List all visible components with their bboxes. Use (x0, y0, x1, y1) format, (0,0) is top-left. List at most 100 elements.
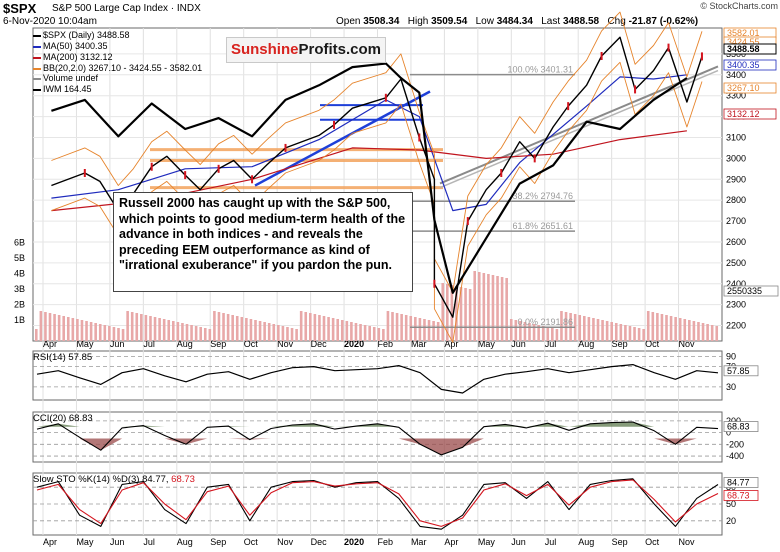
price-candle (251, 175, 254, 184)
x-tick-label: Jun (511, 537, 526, 547)
volume-bar (528, 323, 531, 341)
volume-bar (368, 326, 371, 341)
volume-bar (491, 275, 495, 341)
volume-bar (633, 327, 636, 341)
x-tick-label: May (76, 339, 94, 349)
y-tick-label: 2600 (726, 237, 746, 247)
x-tick-label: Aug (578, 339, 594, 349)
volume-bar (290, 328, 294, 341)
volume-bar (162, 319, 166, 341)
price-candle (567, 102, 570, 111)
volume-bar (514, 320, 518, 341)
volume-bar (172, 321, 175, 341)
volume-bar (573, 314, 577, 341)
volume-bar (327, 317, 330, 341)
volume-bar (697, 322, 700, 341)
x-tick-label: Apr (444, 339, 458, 349)
volume-bar (614, 323, 618, 341)
volume-bar (199, 327, 202, 341)
volume-bar (487, 274, 490, 341)
legend-spx: $SPX (Daily) 3488.58 (33, 30, 130, 40)
volume-bar (354, 323, 358, 341)
legend-ma50: MA(50) 3400.35 (33, 41, 108, 51)
cci-positive-area (37, 422, 718, 433)
volume-bar (464, 288, 467, 341)
price-candle (384, 93, 387, 102)
volume-bar (295, 329, 298, 341)
cci-last-label: 68.83 (727, 422, 750, 432)
volume-bar (646, 311, 650, 341)
x-tick-label: 2020 (344, 339, 364, 349)
volume-bar (331, 318, 335, 341)
x-tick-label: Jul (143, 537, 155, 547)
volume-bar (678, 318, 682, 341)
sto-d-line (36, 479, 719, 527)
volume-bar (386, 311, 390, 341)
ma50-line (51, 74, 687, 212)
x-tick-label: Jul (545, 339, 557, 349)
legend-volume: Volume undef (33, 73, 98, 83)
fib-level-label: 38.2% 2794.76 (512, 191, 573, 201)
volume-bar (158, 318, 161, 341)
volume-bar (66, 317, 70, 341)
volume-axis-label: 3B (14, 284, 25, 294)
volume-bar (318, 315, 321, 341)
x-tick-label: May (76, 537, 94, 547)
iwm-line (51, 62, 688, 294)
price-candle (184, 171, 187, 180)
volume-bar (427, 320, 431, 341)
rsi-last-box (723, 365, 759, 377)
x-tick-label: Jul (545, 537, 557, 547)
volume-bar (140, 314, 143, 341)
volume-bar (624, 325, 627, 341)
volume-bar (363, 325, 367, 341)
volume-bar (121, 329, 125, 341)
x-tick-label: Sep (612, 537, 628, 547)
volume-bar (706, 324, 709, 341)
volume-bar (117, 328, 120, 341)
volume-bar (71, 318, 75, 341)
trendline-gray (439, 69, 719, 189)
sto-k-last-label: 84.77 (727, 478, 750, 488)
volume-bar (715, 326, 719, 341)
osc-tick-label: 200 (726, 416, 741, 426)
sto-k-box (723, 477, 759, 488)
volume-bar (560, 311, 563, 341)
x-tick-label: Nov (679, 339, 696, 349)
x-tick-label: Jun (110, 339, 125, 349)
osc-tick-label: 90 (726, 352, 736, 362)
volume-bar (404, 315, 408, 341)
x-tick-label: Dec (311, 537, 328, 547)
volume-bar (153, 317, 157, 341)
price-candle (284, 143, 287, 152)
volume-bar (459, 287, 463, 341)
x-tick-label: May (478, 339, 496, 349)
y-tick-label: 2200 (726, 321, 746, 331)
cci-line (36, 421, 719, 456)
volume-label-box (723, 285, 779, 297)
volume-bar (94, 323, 97, 341)
volume-bar (57, 315, 61, 341)
volume-bar (144, 315, 148, 341)
volume-bar (688, 320, 691, 341)
x-tick-label: Sep (612, 339, 628, 349)
price-candle (433, 279, 436, 288)
x-tick-label: Dec (311, 339, 328, 349)
volume-bar (39, 311, 43, 341)
price-label: 3132.12 (727, 109, 760, 119)
volume-bar (267, 323, 271, 341)
volume-bar (181, 323, 184, 341)
volume-bar (692, 321, 696, 341)
volume-bar (701, 323, 705, 341)
sunshine-profits-logo: SunshineProfits.com (226, 37, 386, 63)
volume-bar (505, 278, 508, 341)
volume-bar (76, 319, 79, 341)
x-tick-label: Apr (43, 339, 57, 349)
x-tick-label: Apr (43, 537, 57, 547)
volume-bar (450, 285, 454, 341)
volume-bar (340, 320, 344, 341)
fib-level-label: 61.8% 2651.61 (512, 221, 573, 231)
volume-bar (149, 316, 152, 341)
